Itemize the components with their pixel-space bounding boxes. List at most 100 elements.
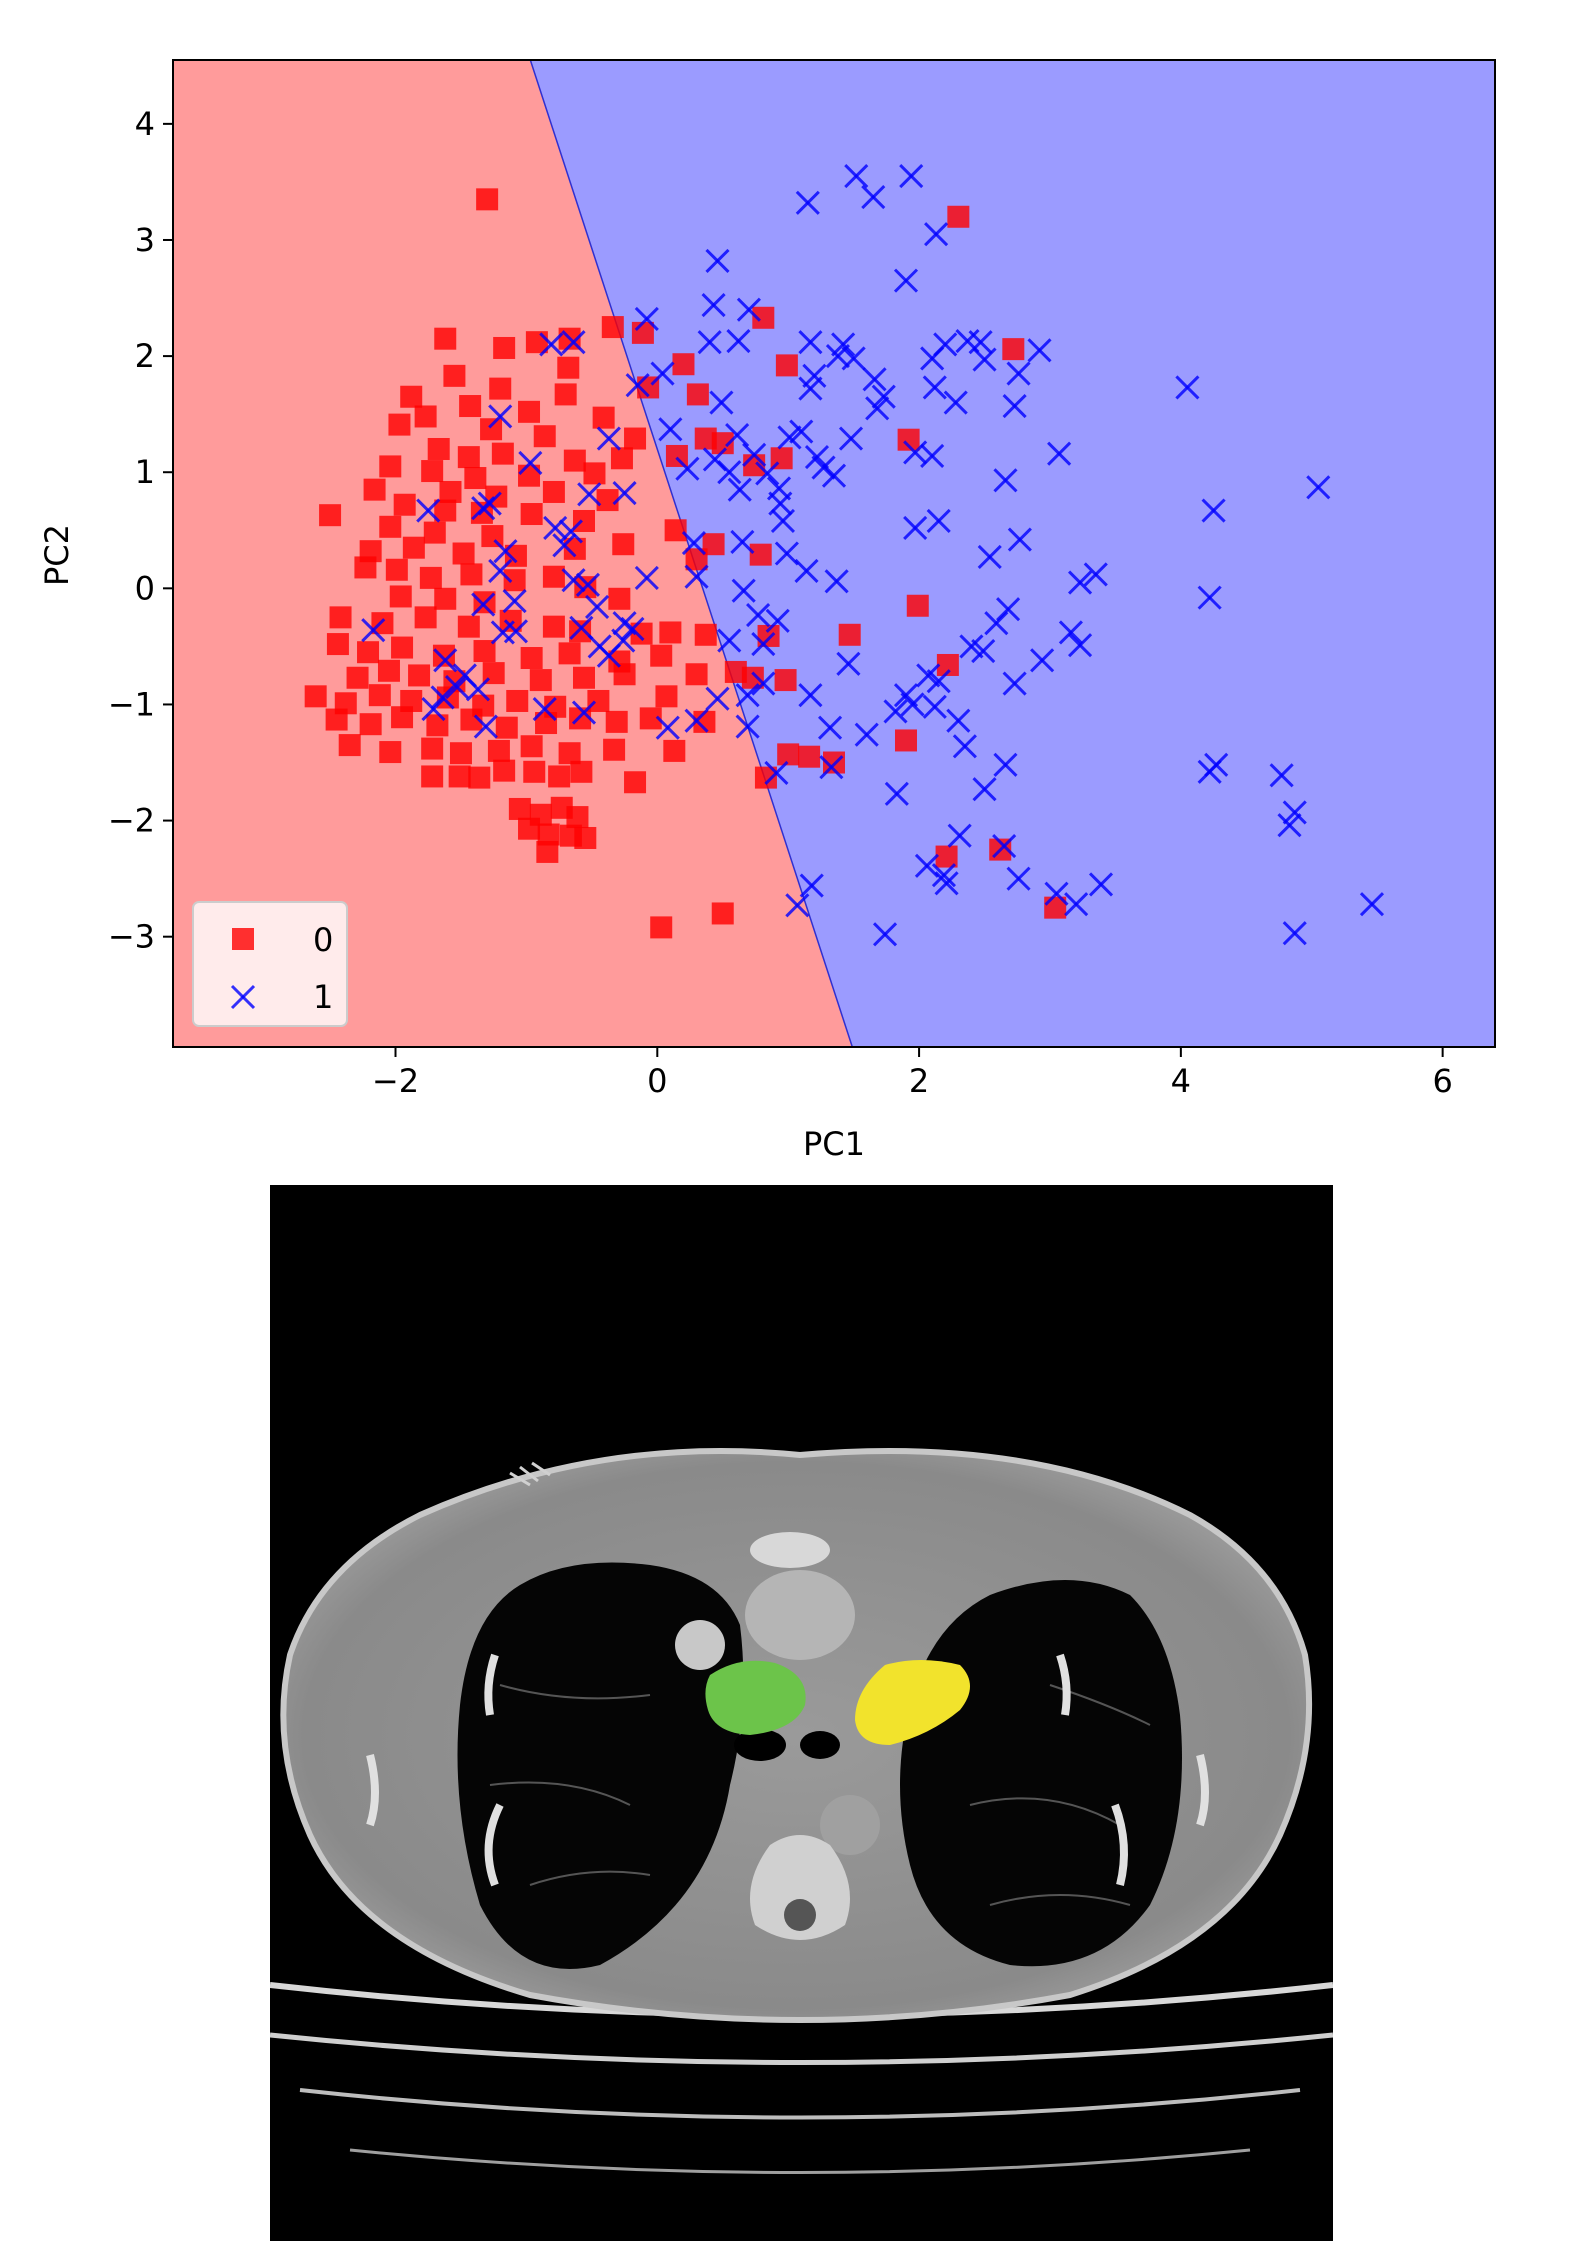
data-point-class-1 [836, 651, 861, 676]
data-point-class-0 [659, 621, 682, 644]
data-point-class-0 [601, 316, 624, 339]
data-point-class-0 [421, 737, 444, 760]
data-point-class-1 [799, 873, 824, 898]
data-point-class-1 [1269, 763, 1294, 788]
x-tick-label: 0 [647, 1062, 667, 1100]
data-point-class-1 [946, 708, 971, 733]
data-point-class-1 [433, 648, 458, 673]
data-point-class-1 [920, 346, 945, 371]
data-point-class-1 [922, 375, 947, 400]
data-point-class-0 [421, 765, 444, 788]
y-tick-label: 4 [135, 105, 155, 143]
data-point-class-0 [894, 729, 917, 752]
data-point-class-1 [972, 347, 997, 372]
data-point-class-1 [465, 677, 491, 702]
data-point-class-1 [561, 330, 586, 355]
data-point-class-1 [575, 572, 600, 597]
data-point-class-1 [746, 602, 771, 628]
data-point-class-0 [338, 734, 361, 757]
data-point-class-0 [493, 759, 516, 782]
data-point-class-1 [1282, 921, 1307, 946]
data-point-class-0 [400, 385, 423, 408]
data-point-class-1 [821, 463, 847, 488]
data-point-class-0 [489, 377, 512, 400]
y-tick-label: −1 [108, 685, 155, 723]
data-point-class-1 [532, 697, 557, 722]
data-point-class-0 [421, 460, 444, 483]
data-point-class-0 [414, 405, 437, 428]
data-point-class-1 [952, 734, 977, 759]
legend-box [192, 901, 348, 1027]
data-point-class-0 [371, 612, 394, 635]
data-point-class-1 [596, 426, 621, 451]
data-point-class-1 [1006, 361, 1031, 386]
ct-yellow-segmentation [855, 1660, 970, 1745]
data-point-class-1 [1277, 813, 1302, 838]
data-point-class-0 [495, 716, 518, 739]
data-point-class-1 [730, 529, 755, 554]
data-point-class-0 [610, 447, 633, 470]
data-point-class-1 [774, 541, 799, 566]
data-point-class-1 [502, 589, 527, 614]
data-point-class-1 [558, 519, 583, 544]
data-point-class-1 [625, 373, 650, 398]
data-point-class-1 [1068, 633, 1093, 658]
data-point-class-0 [346, 666, 369, 689]
data-point-class-1 [947, 823, 972, 848]
data-point-class-0 [838, 623, 861, 646]
data-point-class-1 [539, 332, 564, 357]
data-point-class-0 [503, 569, 526, 592]
data-point-class-1 [789, 419, 814, 444]
data-point-class-1 [697, 330, 722, 355]
data-point-class-0 [457, 446, 480, 469]
data-point-class-0 [583, 462, 606, 485]
data-point-class-0 [393, 493, 416, 516]
legend: 0 1 [192, 901, 348, 1027]
data-point-class-0 [752, 306, 775, 329]
data-point-class-1 [883, 699, 908, 724]
x-tick-label: 4 [1171, 1062, 1191, 1100]
data-point-class-0 [935, 845, 958, 868]
data-point-class-1 [798, 376, 823, 401]
data-point-class-0 [329, 606, 352, 629]
data-point-class-0 [663, 739, 686, 762]
y-tick-label: 1 [135, 453, 155, 491]
data-point-class-0 [457, 615, 480, 638]
ct-green-segmentation [705, 1660, 806, 1735]
data-point-class-1 [561, 568, 586, 593]
data-point-class-1 [1047, 441, 1072, 466]
data-point-class-1 [709, 390, 734, 415]
data-point-class-0 [558, 742, 581, 765]
data-point-class-0 [757, 624, 780, 647]
data-point-class-0 [613, 663, 636, 686]
data-point-class-0 [724, 660, 747, 683]
data-point-class-1 [861, 184, 886, 210]
data-point-class-0 [563, 537, 586, 560]
data-point-class-1 [742, 442, 767, 467]
data-point-class-0 [402, 536, 425, 559]
data-point-class-1 [727, 477, 752, 502]
data-point-class-0 [449, 742, 472, 765]
data-point-class-1 [444, 674, 470, 700]
data-point-class-0 [906, 594, 929, 617]
data-point-class-0 [685, 548, 708, 571]
pca-scatter-chart: −2 0 2 4 6 −3 −2 −1 0 1 2 3 4 PC1 PC2 0 1 [38, 59, 1496, 1163]
data-point-class-1 [430, 685, 455, 710]
data-point-class-1 [543, 515, 568, 541]
data-point-class-1 [903, 515, 928, 541]
data-point-class-0 [377, 659, 400, 682]
data-point-class-1 [1058, 620, 1083, 645]
data-point-class-0 [434, 587, 457, 610]
data-point-class-1 [899, 164, 924, 189]
y-tick-label: 3 [135, 221, 155, 259]
data-point-class-0 [480, 418, 503, 441]
data-point-class-0 [508, 797, 531, 820]
data-point-class-0 [459, 395, 482, 418]
data-point-class-1 [488, 404, 513, 429]
ct-marker-glyph [509, 1461, 551, 1487]
data-point-class-1 [794, 558, 819, 583]
plot-area [173, 60, 1495, 1047]
data-point-class-1 [717, 628, 742, 653]
data-point-class-1 [503, 619, 528, 644]
data-point-class-0 [711, 902, 734, 925]
